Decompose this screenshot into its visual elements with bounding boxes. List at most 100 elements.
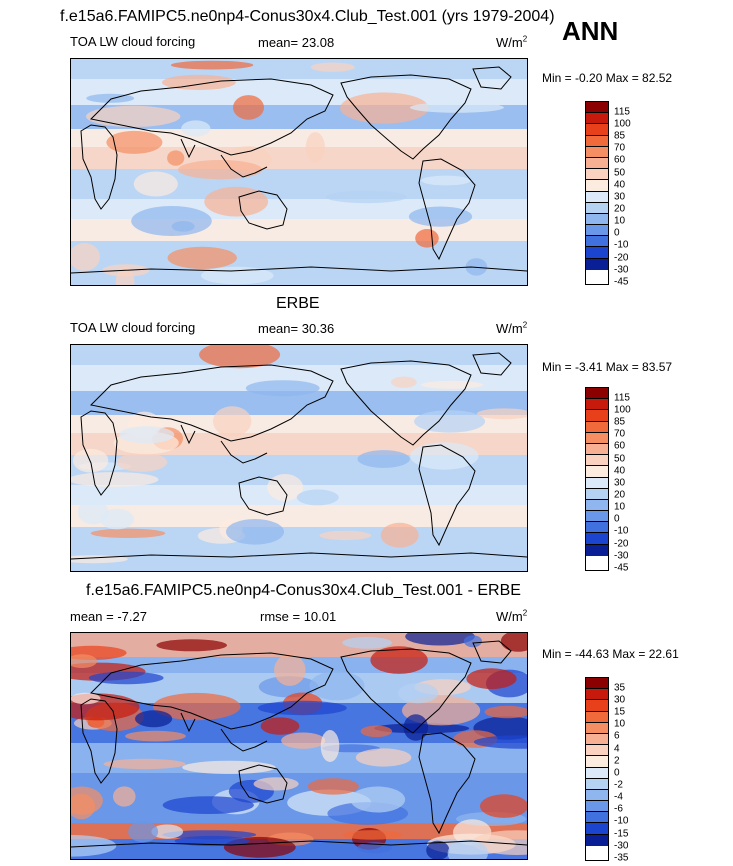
colorbar-swatch	[586, 499, 608, 512]
colorbar-tick-label: -10	[614, 239, 629, 251]
map-field	[71, 633, 527, 859]
panel2-units: W/m2	[496, 321, 527, 336]
colorbar-tick-label: -20	[614, 252, 629, 264]
colorbar-swatch	[586, 399, 608, 411]
panel3-rmse: rmse = 10.01	[260, 609, 337, 624]
colorbar-tick-label: 0	[614, 227, 620, 239]
colorbar-tick-label: 60	[614, 154, 626, 166]
colorbar-tick-label: 10	[614, 501, 626, 513]
colorbar-swatch	[586, 113, 608, 125]
panel2-colorbar	[585, 387, 609, 571]
colorbar-tick-label: -45	[614, 562, 629, 574]
colorbar-tick-label: 10	[614, 718, 626, 730]
colorbar-swatch	[586, 225, 608, 237]
colorbar-tick-label: -20	[614, 538, 629, 550]
colorbar-swatch	[586, 801, 608, 813]
colorbar-swatch	[586, 745, 608, 757]
colorbar-swatch	[586, 700, 608, 712]
colorbar-swatch	[586, 789, 608, 802]
colorbar-swatch	[586, 477, 608, 489]
panel2-variable: TOA LW cloud forcing	[70, 320, 196, 335]
panel1-mean: mean= 23.08	[258, 35, 335, 50]
colorbar-tick-label: 100	[614, 118, 631, 130]
panel2-map	[70, 344, 528, 572]
colorbar-swatch	[586, 157, 608, 170]
panel2-mean: mean= 30.36	[258, 321, 335, 336]
colorbar-tick-label: 70	[614, 142, 626, 154]
colorbar-tick-label: 35	[614, 682, 626, 694]
colorbar-swatch	[586, 410, 608, 422]
colorbar-swatch	[586, 834, 608, 846]
colorbar-tick-label: 115	[614, 106, 630, 118]
season-label: ANN	[562, 16, 619, 46]
plot-title: f.e15a6.FAMIPC5.ne0np4-Conus30x4.Club_Te…	[60, 8, 555, 25]
colorbar-tick-label: 40	[614, 179, 626, 191]
colorbar-tick-label: -45	[614, 276, 629, 288]
colorbar-tick-label: 70	[614, 428, 626, 440]
colorbar-swatch	[586, 522, 608, 534]
colorbar-swatch	[586, 544, 608, 556]
colorbar-tick-label: 10	[614, 215, 626, 227]
colorbar-swatch	[586, 432, 608, 444]
panel3-colorbar	[585, 677, 609, 861]
colorbar-tick-label: 20	[614, 203, 626, 215]
colorbar-swatch	[586, 169, 608, 181]
colorbar-swatch	[586, 191, 608, 203]
colorbar-tick-label: 60	[614, 440, 626, 452]
colorbar-swatch	[586, 678, 608, 690]
colorbar-swatch	[586, 812, 608, 824]
colorbar-swatch	[586, 421, 608, 433]
colorbar-tick-label: -35	[614, 852, 629, 864]
colorbar-swatch	[586, 767, 608, 779]
colorbar-tick-label: 85	[614, 130, 626, 142]
panel1-units: W/m2	[496, 35, 527, 50]
map-field	[71, 59, 527, 285]
colorbar-swatch	[586, 388, 608, 400]
colorbar-tick-label: 50	[614, 167, 626, 179]
colorbar-tick-label: -30	[614, 264, 629, 276]
colorbar-tick-label: 4	[614, 743, 620, 755]
colorbar-tick-label: 115	[614, 392, 630, 404]
colorbar-swatch	[586, 511, 608, 523]
panel3-units: W/m2	[496, 609, 527, 624]
panel3-units-exp: 2	[522, 608, 528, 618]
panel3-units-base: W/m	[496, 609, 523, 624]
colorbar-tick-label: 30	[614, 477, 626, 489]
colorbar-swatch	[586, 823, 608, 835]
colorbar-tick-label: -30	[614, 550, 629, 562]
colorbar-tick-label: -10	[614, 525, 629, 537]
colorbar-tick-label: 50	[614, 453, 626, 465]
colorbar-tick-label: 15	[614, 706, 626, 718]
colorbar-swatch	[586, 533, 608, 545]
colorbar-tick-label: -10	[614, 815, 629, 827]
colorbar-tick-label: -4	[614, 791, 623, 803]
colorbar-tick-label: 30	[614, 694, 626, 706]
colorbar-tick-label: 0	[614, 513, 620, 525]
panel1-units-base: W/m	[496, 35, 523, 50]
panel2-units-exp: 2	[522, 320, 528, 330]
colorbar-swatch	[586, 247, 608, 259]
panel2-heading: ERBE	[276, 295, 320, 312]
colorbar-tick-label: 20	[614, 489, 626, 501]
colorbar-swatch	[586, 135, 608, 147]
panel3-map	[70, 632, 528, 860]
colorbar-swatch	[586, 180, 608, 192]
colorbar-swatch	[586, 455, 608, 467]
panel1-variable: TOA LW cloud forcing	[70, 34, 196, 49]
colorbar-swatch	[586, 146, 608, 158]
colorbar-tick-label: 30	[614, 191, 626, 203]
colorbar-swatch	[586, 722, 608, 734]
colorbar-swatch	[586, 443, 608, 456]
colorbar-tick-label: 85	[614, 416, 626, 428]
map-field	[71, 345, 527, 571]
colorbar-tick-label: -15	[614, 828, 629, 840]
colorbar-swatch	[586, 202, 608, 214]
colorbar-swatch	[586, 236, 608, 248]
colorbar-swatch	[586, 213, 608, 226]
panel1-units-exp: 2	[522, 34, 528, 44]
colorbar-tick-label: 6	[614, 730, 620, 742]
colorbar-swatch	[586, 689, 608, 701]
colorbar-tick-label: 40	[614, 465, 626, 477]
panel2-units-base: W/m	[496, 321, 523, 336]
panel3-minmax: Min = -44.63 Max = 22.61	[542, 647, 679, 661]
